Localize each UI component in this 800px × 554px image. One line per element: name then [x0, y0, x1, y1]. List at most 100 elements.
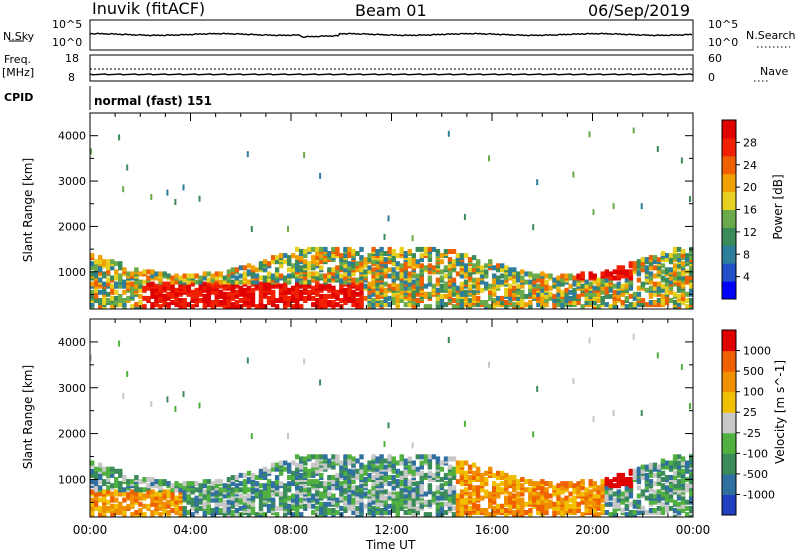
power-cell — [407, 261, 412, 267]
power-cell — [640, 281, 646, 287]
power-cell — [154, 283, 159, 289]
power-cell — [274, 255, 280, 261]
power-cell — [150, 293, 155, 299]
power-cell — [676, 302, 682, 308]
velocity-cell — [339, 468, 344, 474]
power-cell — [588, 300, 593, 305]
velocity-cell — [182, 491, 187, 497]
power-cell — [411, 253, 416, 259]
power-cell — [319, 293, 324, 299]
velocity-cell — [335, 481, 340, 487]
velocity-cell — [319, 481, 324, 487]
power-cell — [391, 277, 396, 283]
power-cell — [391, 285, 396, 291]
velocity-cell — [331, 508, 336, 513]
power-cell — [467, 267, 473, 273]
power-cell — [451, 249, 457, 254]
velocity-cell — [391, 485, 396, 491]
velocity-cell — [355, 499, 360, 505]
power-cell — [475, 259, 481, 265]
power-cell — [118, 265, 123, 271]
velocity-cell — [90, 460, 95, 466]
velocity-cell — [640, 489, 646, 495]
power-cell — [291, 285, 296, 291]
velocity-cell — [387, 475, 392, 480]
velocity-cell — [150, 489, 155, 495]
velocity-cell — [158, 512, 163, 518]
power-cell — [303, 152, 306, 158]
power-cell — [496, 275, 501, 281]
velocity-cell — [206, 493, 211, 499]
power-cell — [299, 265, 304, 271]
power-cell — [190, 281, 195, 287]
power-cell — [447, 130, 450, 137]
velocity-cell — [435, 456, 441, 462]
x-axis-label: Time UT — [366, 538, 416, 552]
velocity-cell — [391, 508, 396, 513]
velocity-cell — [262, 512, 268, 518]
power-cell — [689, 271, 694, 277]
power-cell — [339, 283, 344, 289]
power-cell — [295, 267, 300, 273]
power-cell — [632, 302, 638, 308]
velocity-cell — [672, 479, 678, 485]
velocity-cell — [367, 477, 372, 482]
power-cell — [126, 164, 129, 171]
velocity-colorbar-tick-label: 500 — [743, 365, 764, 378]
velocity-cell — [126, 503, 131, 509]
velocity-cell — [202, 483, 207, 489]
velocity-cell — [98, 462, 103, 468]
freq-tick-bottom: 8 — [68, 71, 75, 84]
power-cell — [90, 253, 95, 259]
power-cell — [214, 298, 219, 303]
power-cell — [246, 279, 252, 285]
velocity-cell — [182, 485, 187, 491]
power-cell — [315, 271, 320, 277]
velocity-cell — [508, 491, 513, 497]
power-cell — [612, 295, 617, 301]
power-cell — [395, 265, 400, 271]
velocity-cell — [492, 487, 497, 493]
power-cell — [367, 302, 372, 308]
power-cell — [299, 279, 304, 285]
power-cell — [110, 275, 115, 281]
power-cell — [218, 283, 223, 289]
power-cell — [528, 304, 533, 310]
velocity-cell — [118, 481, 123, 487]
power-cell — [162, 271, 167, 277]
velocity-cell — [403, 510, 408, 515]
velocity-cell — [596, 493, 601, 499]
power-cell — [427, 291, 433, 297]
power-cell — [331, 291, 336, 297]
velocity-cell — [311, 462, 316, 468]
power-cell — [303, 263, 308, 269]
velocity-cell — [355, 475, 360, 480]
velocity-cell — [447, 470, 453, 476]
velocity-cell — [592, 416, 595, 423]
x-tick-label: 00:00 — [73, 523, 108, 537]
power-cell — [174, 302, 179, 308]
power-cell — [395, 253, 400, 259]
velocity-cell — [387, 503, 392, 509]
power-cell — [379, 251, 384, 256]
velocity-cell — [463, 487, 469, 493]
velocity-cell — [295, 508, 300, 513]
velocity-cell — [327, 475, 332, 480]
power-cell — [234, 293, 240, 299]
velocity-cell — [628, 477, 634, 482]
power-cell — [206, 285, 211, 291]
power-cell — [572, 275, 577, 281]
velocity-cell — [355, 491, 360, 497]
power-cell — [262, 259, 268, 265]
velocity-cell — [134, 510, 139, 515]
power-cell — [106, 259, 111, 265]
power-cell — [299, 304, 304, 310]
power-cell — [528, 279, 533, 285]
power-cell — [218, 300, 223, 305]
velocity-cell — [451, 512, 457, 518]
velocity-cell — [500, 508, 505, 513]
velocity-cell — [528, 491, 533, 497]
power-cell — [234, 279, 240, 285]
velocity-cell — [351, 497, 356, 503]
velocity-cell — [636, 477, 642, 482]
